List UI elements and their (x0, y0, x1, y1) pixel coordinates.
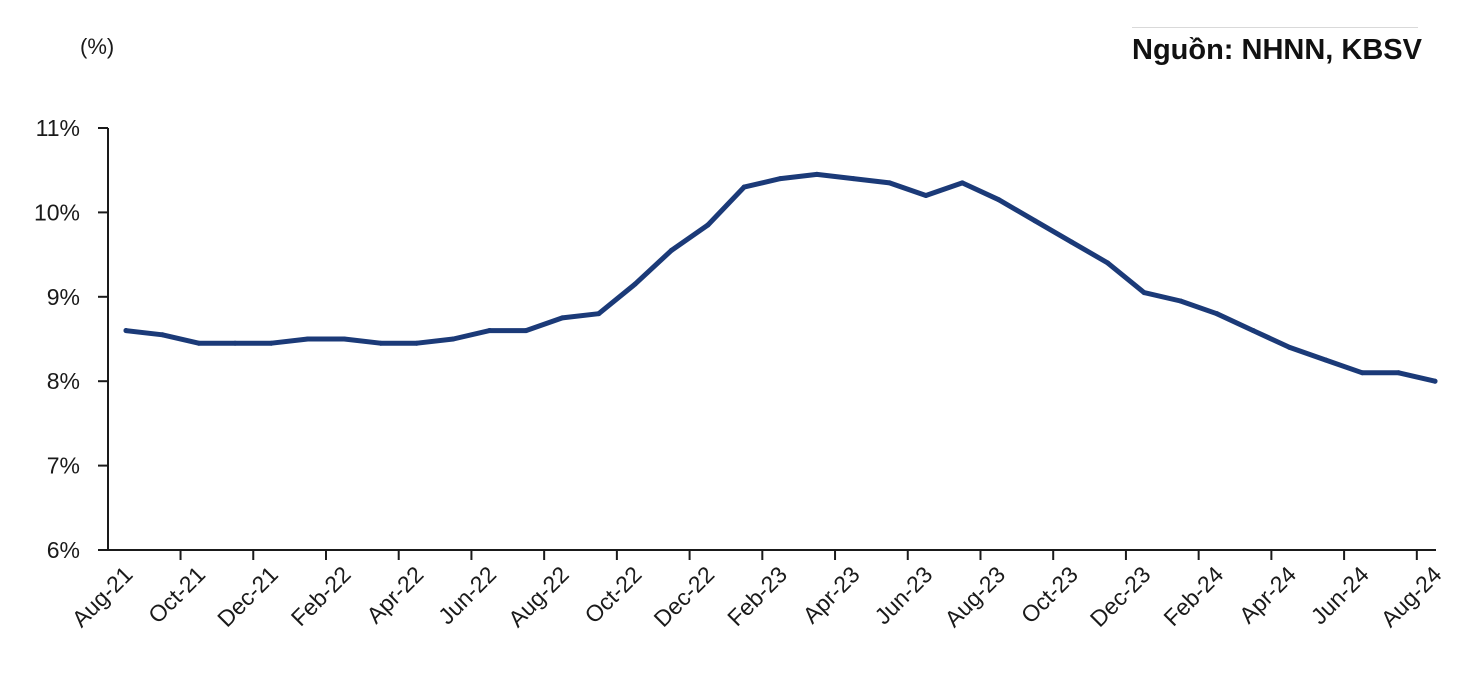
data-point (632, 281, 638, 287)
data-point (1359, 370, 1365, 376)
data-point (1396, 370, 1402, 376)
data-point (959, 180, 965, 186)
x-tick-label: Dec-23 (1085, 561, 1156, 632)
y-tick-label: 10% (34, 199, 80, 225)
data-point (450, 336, 456, 342)
y-tick-label: 8% (47, 368, 80, 394)
axes-group (107, 128, 1436, 551)
y-tick-label: 11% (36, 115, 80, 141)
x-tick-label: Feb-24 (1158, 561, 1228, 631)
x-tick-label: Feb-23 (722, 561, 792, 631)
x-tick-label: Aug-22 (503, 561, 574, 632)
x-tick-label: Aug-21 (67, 561, 138, 632)
data-point (268, 340, 274, 346)
x-tick-label: Oct-23 (1016, 561, 1083, 628)
data-point (996, 197, 1002, 203)
data-point (850, 176, 856, 182)
data-point (196, 340, 202, 346)
x-tick-label: Apr-24 (1234, 561, 1301, 628)
source-note: Nguồn: NHNN, KBSV (1132, 34, 1422, 66)
x-tick-label: Apr-23 (798, 561, 865, 628)
x-tick-label: Feb-22 (286, 561, 356, 631)
data-point (414, 340, 420, 346)
source-divider (1132, 27, 1418, 28)
data-point (1287, 344, 1293, 350)
x-tick-label: Dec-21 (212, 561, 283, 632)
data-point (1177, 298, 1183, 304)
y-unit-label: (%) (80, 34, 115, 59)
data-point (1214, 311, 1220, 317)
x-ticks-group: Aug-21 Oct-21 Dec-21 Feb-22 Apr-22 Jun-22 Aug-… (67, 550, 1447, 632)
x-tick-label: Dec-22 (648, 561, 719, 632)
data-point (378, 340, 384, 346)
y-tick-label: 7% (47, 453, 80, 479)
data-point (1432, 378, 1438, 384)
data-point (341, 336, 347, 342)
y-tick-label: 6% (47, 537, 80, 563)
x-tick-label: Aug-24 (1376, 561, 1447, 632)
data-point (1068, 239, 1074, 245)
data-point (923, 193, 929, 199)
data-point (159, 332, 165, 338)
x-tick-label: Jun-24 (1306, 561, 1374, 629)
data-point (705, 222, 711, 228)
data-point (1032, 218, 1038, 224)
data-point (232, 340, 238, 346)
data-point (487, 328, 493, 334)
data-point (668, 247, 674, 253)
data-point (1141, 290, 1147, 296)
series-line (123, 171, 1438, 384)
x-tick-label: Oct-21 (143, 561, 210, 628)
data-point (305, 336, 311, 342)
data-point (559, 315, 565, 321)
data-point (596, 311, 602, 317)
data-point (1323, 357, 1329, 363)
x-tick-label: Jun-23 (869, 561, 937, 629)
data-point (887, 180, 893, 186)
x-tick-label: Oct-22 (579, 561, 646, 628)
data-point (741, 184, 747, 190)
series-group (123, 171, 1438, 384)
data-point (1250, 328, 1256, 334)
data-point (1105, 260, 1111, 266)
x-tick-label: Aug-23 (939, 561, 1010, 632)
x-tick-label: Apr-22 (361, 561, 428, 628)
data-point (123, 328, 129, 334)
data-point (814, 171, 820, 177)
data-point (523, 328, 529, 334)
y-ticks-group: 6% 7% 8% 9% 10% 11% (34, 115, 108, 563)
x-tick-label: Jun-22 (433, 561, 501, 629)
y-tick-label: 9% (47, 284, 80, 310)
data-point (778, 176, 783, 182)
